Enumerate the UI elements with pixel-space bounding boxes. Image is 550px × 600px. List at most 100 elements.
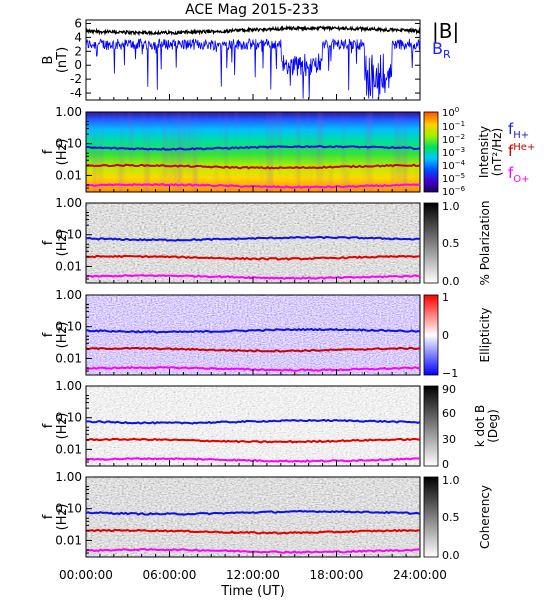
b-y-tick-label: 0 xyxy=(74,58,82,72)
polarization-panel: 1.0 0.5 0.0 % Polarization xyxy=(85,200,492,288)
x-axis-label: Time (UT) xyxy=(220,584,285,599)
polarization-heatmap xyxy=(86,203,420,283)
fhe-line-panel4 xyxy=(85,346,421,353)
coherency-heatmap xyxy=(86,477,420,557)
svg-text:0: 0 xyxy=(442,458,449,471)
legend-b-magnitude: |B| xyxy=(432,19,459,43)
svg-text:10−3: 10−3 xyxy=(442,146,465,159)
fh-line-panel4 xyxy=(85,327,421,334)
fh-line-panel2 xyxy=(86,144,421,151)
freq-axis-label: f xyxy=(41,423,56,428)
ellipticity-colorbar-ticks: 1 0 −1 xyxy=(442,291,458,380)
svg-text:0.5: 0.5 xyxy=(442,237,460,250)
freq-tick-label: 1.00 xyxy=(55,196,82,210)
freq-axis-unit: (Hz) xyxy=(55,504,70,531)
intensity-panel: 100 10−1 10−2 10−3 10−4 10−5 10−6 Intens… xyxy=(85,106,535,198)
svg-text:10−4: 10−4 xyxy=(442,159,466,172)
freq-tick-label: 0.01 xyxy=(55,533,82,547)
freq-axis-label: f xyxy=(41,149,56,154)
b-y-tick-label: 4 xyxy=(74,30,82,44)
fhe-line-panel6 xyxy=(85,528,421,535)
freq-tick-label: 1.00 xyxy=(55,470,82,484)
b-unit-label: (nT) xyxy=(55,47,70,73)
fh-line-panel6 xyxy=(85,509,421,516)
b-y-tick-label: 2 xyxy=(74,44,82,58)
ellipticity-colorbar xyxy=(423,294,439,376)
freq-axis-label: f xyxy=(41,514,56,519)
freq-tick-label: 1.00 xyxy=(55,379,82,393)
svg-text:1: 1 xyxy=(442,291,449,304)
b-y-tick-label: -2 xyxy=(70,72,82,86)
kdotb-colorbar xyxy=(423,385,439,467)
svg-text:10−6: 10−6 xyxy=(442,185,466,198)
intensity-heatmap-streaks xyxy=(86,112,420,192)
time-tick-label: 24:00:00 xyxy=(393,568,447,582)
svg-text:0.0: 0.0 xyxy=(442,549,460,562)
kdotb-panel: 90 60 30 0 k dot B (Deg) xyxy=(85,383,500,471)
freq-axis-unit: (Hz) xyxy=(55,413,70,440)
svg-text:90: 90 xyxy=(442,383,456,396)
coherency-colorbar-ticks: 1.0 0.5 0.0 xyxy=(442,474,460,562)
freq-tick-label: 0.01 xyxy=(55,351,82,365)
intensity-colorbar-ticks: 100 10−1 10−2 10−3 10−4 10−5 10−6 xyxy=(442,106,466,198)
kdotb-colorbar-label: k dot B xyxy=(473,405,487,447)
svg-text:10−1: 10−1 xyxy=(442,120,465,133)
ellipticity-panel: 1 0 −1 Ellipticity xyxy=(85,291,492,380)
b-axis-label: B xyxy=(41,56,56,65)
freq-tick-label: 0.10 xyxy=(55,228,82,242)
ellipticity-colorbar-label: Ellipticity xyxy=(478,308,492,363)
svg-text:10−2: 10−2 xyxy=(442,133,465,146)
fhe-line-panel3 xyxy=(86,254,421,261)
freq-axis-label: f xyxy=(41,240,56,245)
freq-tick-label: 0.10 xyxy=(55,137,82,151)
b-magnitude-series-line xyxy=(85,24,421,37)
intensity-colorbar-label: Intensity xyxy=(477,126,491,178)
freq-tick-label: 0.10 xyxy=(55,411,82,425)
polarization-colorbar-ticks: 1.0 0.5 0.0 xyxy=(442,200,460,288)
svg-text:1.0: 1.0 xyxy=(442,200,460,213)
coherency-panel: 1.0 0.5 0.0 Coherency xyxy=(85,474,492,562)
svg-text:0: 0 xyxy=(442,329,449,342)
freq-tick-label: 0.01 xyxy=(55,442,82,456)
freq-axis-unit: (Hz) xyxy=(55,139,70,166)
freq-axis-label: f xyxy=(41,332,56,337)
kdotb-heatmap xyxy=(86,386,420,466)
legend-fhe: fHe+ xyxy=(508,142,535,160)
time-tick-label: 12:00:00 xyxy=(226,568,280,582)
ellipticity-heatmap xyxy=(86,295,420,375)
freq-tick-label: 1.00 xyxy=(55,105,82,119)
freq-tick-label: 0.01 xyxy=(55,259,82,273)
time-axis: 00:00:00 06:00:00 12:00:00 18:00:00 24:00:00 xyxy=(59,94,447,582)
legend-fo: fO+ xyxy=(508,164,530,185)
legend-fh: fH+ xyxy=(508,120,529,141)
freq-tick-label: 0.10 xyxy=(55,502,82,516)
time-tick-label: 00:00:00 xyxy=(59,568,113,582)
polarization-colorbar-label: % Polarization xyxy=(478,201,492,286)
svg-text:30: 30 xyxy=(442,433,456,446)
freq-tick-label: 0.01 xyxy=(55,168,82,182)
kdotb-colorbar-ticks: 90 60 30 0 xyxy=(442,383,456,471)
fhe-line-panel5 xyxy=(85,437,421,444)
svg-text:0.5: 0.5 xyxy=(442,511,460,524)
freq-axis-unit: (Hz) xyxy=(55,322,70,349)
kdotb-colorbar-unit: (Deg) xyxy=(486,409,500,443)
svg-text:−1: −1 xyxy=(442,367,458,380)
svg-text:60: 60 xyxy=(442,407,456,420)
svg-text:10−5: 10−5 xyxy=(442,172,465,185)
svg-text:100: 100 xyxy=(442,106,459,119)
polarization-colorbar xyxy=(423,202,439,284)
time-tick-label: 18:00:00 xyxy=(310,568,364,582)
intensity-colorbar-unit: (nT²/Hz) xyxy=(490,128,504,176)
coherency-colorbar-label: Coherency xyxy=(478,485,492,549)
coherency-colorbar xyxy=(423,476,439,558)
freq-tick-label: 0.10 xyxy=(55,320,82,334)
b-y-tick-label: -4 xyxy=(70,86,82,100)
intensity-colorbar xyxy=(423,111,439,193)
freq-axis-unit: (Hz) xyxy=(55,230,70,257)
br-series-line xyxy=(85,38,421,99)
legend-br: BR xyxy=(432,39,451,61)
fh-line-panel5 xyxy=(86,418,421,425)
fh-line-panel3 xyxy=(85,235,421,242)
